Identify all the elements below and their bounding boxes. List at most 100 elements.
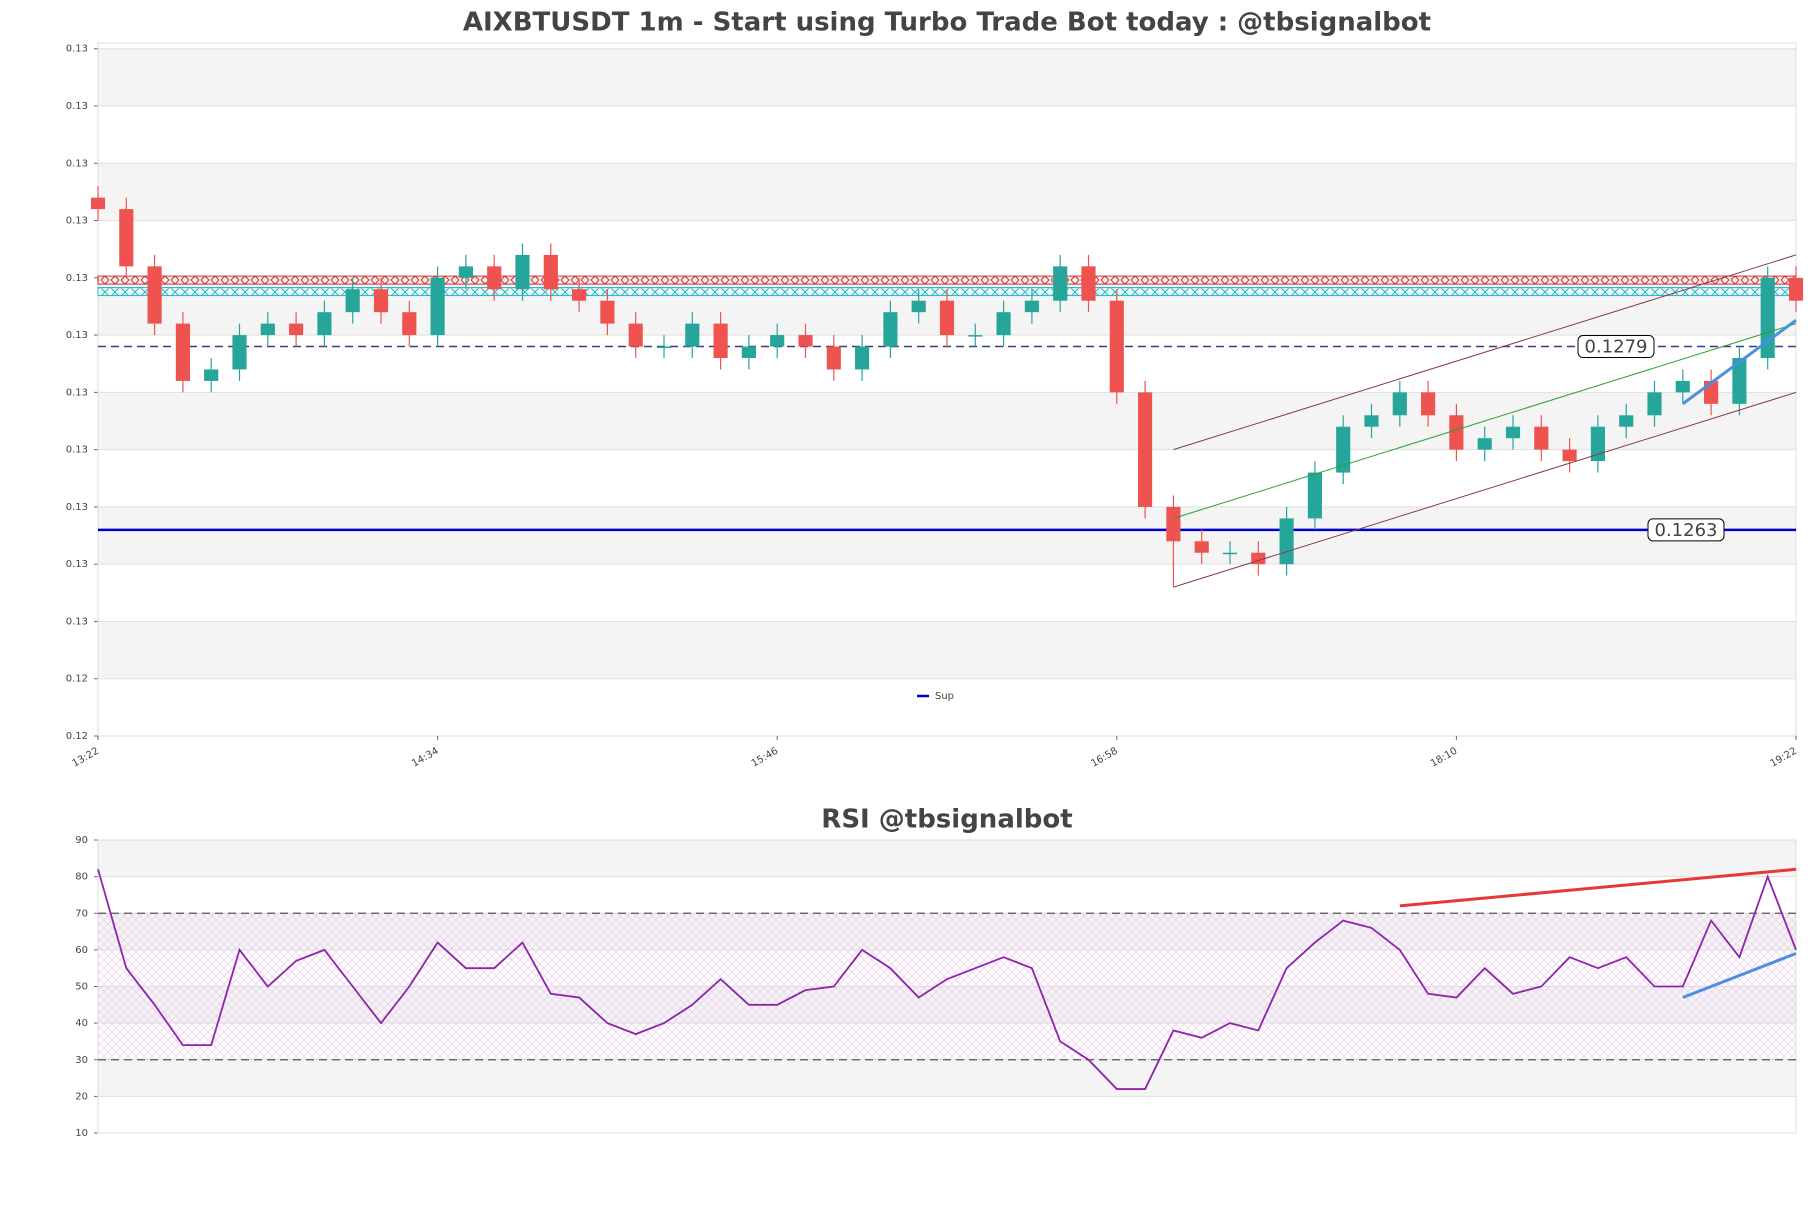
candle-body <box>939 300 955 336</box>
legend-label: Sup <box>935 691 954 702</box>
candle-body <box>1364 415 1379 427</box>
candle-body <box>911 300 926 313</box>
plot-frame <box>97 42 1797 737</box>
candle-body <box>487 266 502 290</box>
y-tick-label: 80 <box>75 872 88 883</box>
x-tick-label: 18:10 <box>1429 746 1459 770</box>
candle-body <box>1194 541 1209 553</box>
candle-body <box>90 197 106 210</box>
level-label-box <box>1647 518 1725 542</box>
candle-body <box>1421 392 1436 416</box>
y-tick-label: 0.13 <box>66 502 88 513</box>
candle-body <box>1279 518 1294 565</box>
candle-body <box>345 289 360 313</box>
candle-body <box>458 266 473 278</box>
y-tick-label: 60 <box>75 945 88 956</box>
candle-body <box>628 323 643 347</box>
y-tick-label: 0.13 <box>66 445 88 456</box>
candle-body <box>1053 266 1068 301</box>
y-tick-label: 0.13 <box>66 559 88 570</box>
candle-body <box>147 266 162 324</box>
candle-body <box>317 312 332 336</box>
chart-title: AIXBTUSDT 1m - Start using Turbo Trade B… <box>463 8 1431 38</box>
candle-body <box>996 312 1011 336</box>
candle-body <box>1449 415 1464 450</box>
candle-body <box>685 323 700 347</box>
candle-body <box>1222 552 1238 555</box>
grid-band <box>98 48 1796 106</box>
level-label-box <box>1577 335 1655 359</box>
candle-body <box>883 312 898 347</box>
y-tick-label: 0.13 <box>66 101 88 112</box>
grid-band <box>98 506 1796 565</box>
trend-line <box>1173 254 1797 451</box>
candle-body <box>1619 415 1634 427</box>
candle-body <box>1788 277 1804 301</box>
y-tick-label: 0.12 <box>66 674 88 685</box>
candle-body <box>1138 392 1153 507</box>
candle-body <box>656 346 672 349</box>
y-tick-label: 0.12 <box>66 731 88 742</box>
y-tick-label: 70 <box>75 908 88 919</box>
x-tick-label: 16:58 <box>1089 746 1119 770</box>
y-tick-label: 10 <box>75 1128 88 1139</box>
rsi-line <box>97 869 1797 1090</box>
candle-body <box>770 335 785 347</box>
candle-body <box>1477 438 1492 450</box>
candle-body <box>1590 426 1605 462</box>
grid-band <box>98 840 1796 877</box>
y-tick-label: 90 <box>75 835 88 846</box>
y-tick-label: 0.13 <box>66 273 88 284</box>
y-tick-label: 0.13 <box>66 158 88 169</box>
candle-body <box>1534 426 1549 450</box>
y-tick-label: 0.13 <box>66 387 88 398</box>
candle-body <box>572 289 587 301</box>
candle-body <box>1307 472 1322 519</box>
candle-body <box>430 277 445 336</box>
candle-body <box>1392 392 1407 416</box>
candle-body <box>600 300 615 324</box>
candle-body <box>1109 300 1124 393</box>
y-tick-label: 0.13 <box>66 616 88 627</box>
candle-body <box>1024 300 1039 313</box>
candle-body <box>543 254 558 290</box>
trend-line <box>1681 318 1797 406</box>
candle-body <box>1562 449 1577 462</box>
grid-band <box>98 1059 1796 1097</box>
candle-body <box>1166 506 1181 542</box>
candle-body <box>119 209 134 267</box>
candle-body <box>204 369 219 381</box>
candle-body <box>289 323 304 336</box>
candle-body <box>1081 266 1096 301</box>
x-tick-label: 13:22 <box>71 746 101 770</box>
trend-line <box>1682 952 1797 999</box>
trend-line <box>1173 391 1797 588</box>
rsi-band <box>98 913 1796 1060</box>
x-tick-label: 14:34 <box>410 746 440 770</box>
y-tick-label: 50 <box>75 982 88 993</box>
candle-body <box>232 335 247 370</box>
candle-body <box>515 254 530 290</box>
candle-body <box>175 323 190 381</box>
level-label: 0.1279 <box>1585 337 1648 358</box>
y-tick-label: 0.13 <box>66 216 88 227</box>
x-tick-label: 19:22 <box>1769 746 1799 770</box>
grid-band <box>98 163 1796 221</box>
candle-body <box>402 312 417 336</box>
candle-body <box>741 346 756 358</box>
candle-body <box>798 335 813 347</box>
y-tick-label: 40 <box>75 1018 88 1029</box>
candle-body <box>855 346 870 370</box>
candle-body <box>713 323 728 358</box>
grid-band <box>98 621 1796 679</box>
candle-body <box>1251 552 1266 565</box>
candle-body <box>1647 392 1662 416</box>
candle-body <box>968 335 983 337</box>
candle-body <box>1336 426 1351 473</box>
y-tick-label: 0.13 <box>66 44 88 55</box>
y-tick-label: 0.13 <box>66 330 88 341</box>
candle-body <box>260 323 275 336</box>
y-tick-label: 30 <box>75 1055 88 1066</box>
